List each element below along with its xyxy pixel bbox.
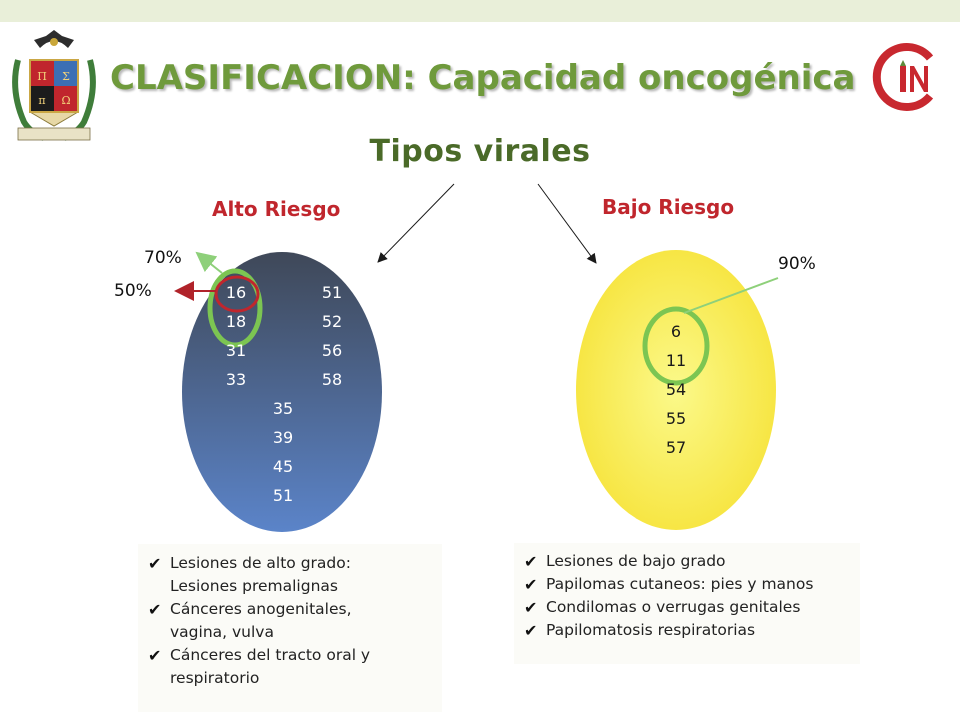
green-arrow-70 <box>195 251 223 274</box>
slide-title: CLASIFICACION: Capacidad oncogénica <box>110 58 856 98</box>
bajo-riesgo-ellipse <box>576 250 776 530</box>
checkmark-icon: ✔ <box>148 554 162 573</box>
bullet-text: Papilomas cutaneos: pies y manos <box>546 575 814 593</box>
bajo-bullets-box: ✔ Lesiones de bajo grado ✔ Papilomas cutan… <box>514 543 860 664</box>
checkmark-icon: ✔ <box>148 646 162 665</box>
bajo-type: 11 <box>665 351 687 370</box>
alto-type: 39 <box>272 428 294 447</box>
alto-type: 16 <box>225 283 247 302</box>
bullet-text: Lesiones de alto grado: Lesiones premali… <box>170 554 351 595</box>
alto-type: 33 <box>225 370 247 389</box>
alto-type: 45 <box>272 457 294 476</box>
bajo-type: 57 <box>665 438 687 457</box>
alto-riesgo-ellipse <box>182 252 382 532</box>
bullet-item: ✔ Condilomas o verrugas genitales <box>514 596 860 619</box>
bajo-type: 54 <box>665 380 687 399</box>
bullet-item: ✔ Cánceres del tracto oral y respiratorio <box>138 644 442 690</box>
bullet-text: Cánceres anogenitales, vagina, vulva <box>170 600 352 641</box>
bajo-green-ring <box>642 306 710 386</box>
alto-type: 51 <box>321 283 343 302</box>
top-band <box>0 0 960 22</box>
checkmark-icon: ✔ <box>524 621 538 640</box>
checkmark-icon: ✔ <box>524 552 538 571</box>
alto-type: 18 <box>225 312 247 331</box>
bullet-item: ✔ Papilomas cutaneos: pies y manos <box>514 573 860 596</box>
bullet-text: Condilomas o verrugas genitales <box>546 598 801 616</box>
bullet-text: Papilomatosis respiratorias <box>546 621 756 639</box>
alto-type: 58 <box>321 370 343 389</box>
alto-type: 35 <box>272 399 294 418</box>
alto-type: 31 <box>225 341 247 360</box>
alto-red-ring <box>214 275 260 313</box>
checkmark-icon: ✔ <box>148 600 162 619</box>
alto-bullets-box: ✔ Lesiones de alto grado: Lesiones premal… <box>138 544 442 712</box>
bullet-text: Lesiones de bajo grado <box>546 552 726 570</box>
green-line-90 <box>683 277 779 314</box>
pct-50: 50% <box>114 281 152 301</box>
bullet-item: ✔ Cánceres anogenitales, vagina, vulva <box>138 598 442 644</box>
bajo-type: 55 <box>665 409 687 428</box>
alto-type: 52 <box>321 312 343 331</box>
bullet-text: Cánceres del tracto oral y respiratorio <box>170 646 371 687</box>
alto-type: 56 <box>321 341 343 360</box>
bullet-item: ✔ Lesiones de bajo grado <box>514 550 860 573</box>
bullet-item: ✔ Lesiones de alto grado: Lesiones premal… <box>138 552 442 598</box>
subtitle: Tipos virales <box>369 134 591 169</box>
pct-90: 90% <box>778 254 816 274</box>
pct-70: 70% <box>144 248 182 268</box>
alto-riesgo-title: Alto Riesgo <box>212 197 341 221</box>
bullet-item: ✔ Papilomatosis respiratorias <box>514 619 860 642</box>
bajo-riesgo-title: Bajo Riesgo <box>602 195 735 219</box>
alto-type: 51 <box>272 486 294 505</box>
arrow-to-bajo <box>537 183 597 264</box>
checkmark-icon: ✔ <box>524 575 538 594</box>
bajo-type: 6 <box>670 322 682 341</box>
checkmark-icon: ✔ <box>524 598 538 617</box>
alto-green-ring <box>207 268 263 348</box>
arrow-to-alto <box>377 183 455 263</box>
